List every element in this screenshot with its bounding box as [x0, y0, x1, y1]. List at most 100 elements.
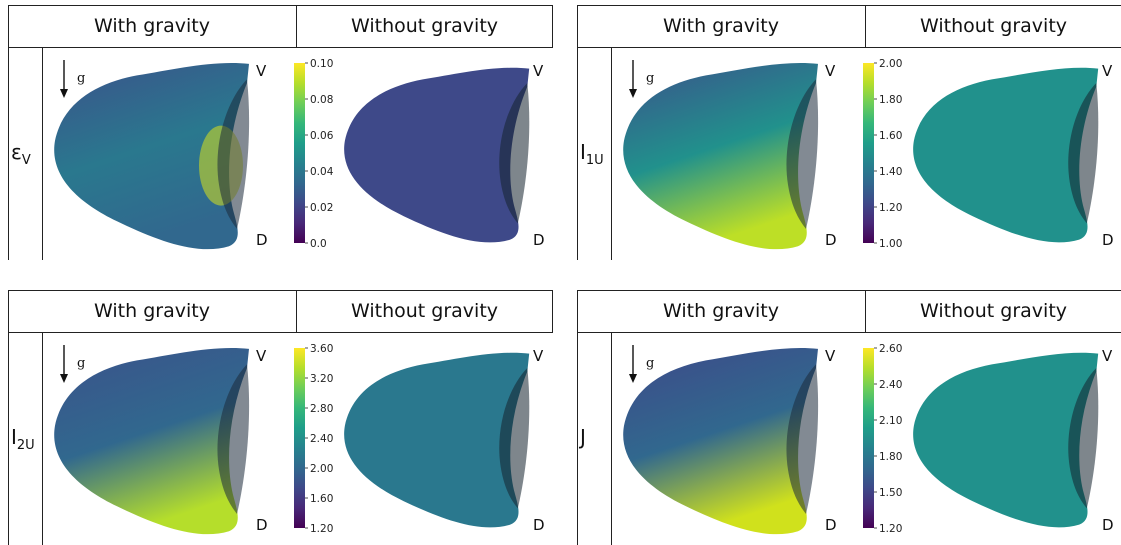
header-column-divider	[865, 290, 866, 332]
dorsal-label-with: D	[256, 231, 268, 249]
panel-graphics: g V D 2.00 1.80 1.60 1.40 1.20 1.00 V D	[623, 58, 1114, 250]
colorbar-tick-label: 1.20	[879, 523, 902, 535]
gravity-arrow-icon	[60, 345, 68, 383]
ventral-label-without: V	[1102, 347, 1113, 365]
header-with-gravity: With gravity	[94, 300, 210, 322]
colorbar-tick-label: 0.0	[310, 238, 327, 250]
row-label-symbol: J	[580, 425, 586, 449]
heart-without-gravity	[344, 67, 530, 243]
header-without-gravity: Without gravity	[919, 15, 1068, 37]
heart-without-gravity	[344, 352, 530, 528]
heart-with-gravity	[623, 347, 819, 535]
heart-without-gravity	[913, 67, 1099, 243]
colorbar-tick-label: 2.60	[879, 343, 902, 355]
header-bottom-rule	[8, 332, 553, 333]
dorsal-label-without: D	[533, 516, 545, 534]
panel-left-border	[577, 290, 578, 545]
panel-graphics: g V D 2.60 2.40 2.10 1.80 1.50 1.20 V D	[623, 343, 1114, 535]
header-bottom-rule	[577, 332, 1121, 333]
gravity-label: g	[646, 71, 654, 86]
dorsal-label-with: D	[825, 516, 837, 534]
colorbar-tick-label: 1.40	[879, 166, 902, 178]
colorbar-tick-label: 2.10	[879, 415, 902, 427]
colorbar-tick-label: 1.80	[879, 94, 902, 106]
header-column-divider	[296, 290, 297, 332]
colorbar-tick-label: 2.40	[310, 433, 333, 445]
heart-with-gravity	[54, 62, 250, 250]
row-label-subscript: 2U	[16, 438, 35, 453]
colorbar-tick-label: 0.02	[310, 202, 333, 214]
row-label-symbol: I	[580, 140, 586, 164]
colorbar-tick-label: 1.80	[879, 451, 902, 463]
gravity-label: g	[646, 356, 654, 371]
panel-graphics: g V D 0.10 0.08 0.06 0.04 0.02 0.0 V D	[54, 58, 545, 250]
header-without-gravity: Without gravity	[919, 300, 1068, 322]
header-top-rule	[8, 290, 553, 291]
row-label: εV	[11, 140, 31, 168]
colorbar-tick-label: 3.60	[310, 343, 333, 355]
colorbar	[863, 63, 874, 243]
ventral-label-with: V	[825, 62, 836, 80]
header-bottom-rule	[577, 47, 1121, 48]
row-label: I1U	[580, 140, 604, 168]
heart-with-gravity	[623, 62, 819, 250]
colorbar-tick-label: 1.50	[879, 487, 902, 499]
heart-without-gravity	[913, 352, 1099, 528]
colorbar-tick-label: 2.00	[879, 58, 902, 70]
ventral-label-without: V	[1102, 62, 1113, 80]
gravity-arrow-icon	[629, 345, 637, 383]
dorsal-label-without: D	[1102, 231, 1114, 249]
colorbar-tick-label: 1.60	[310, 493, 333, 505]
row-label: J	[580, 425, 586, 449]
header-with-gravity: With gravity	[94, 15, 210, 37]
ventral-label-without: V	[533, 62, 544, 80]
panel-left-border	[577, 5, 578, 260]
colorbar	[294, 63, 305, 243]
colorbar-tick-label: 1.00	[879, 238, 902, 250]
colorbar-tick-label: 2.80	[310, 403, 333, 415]
gravity-arrow-icon	[629, 60, 637, 98]
gravity-label: g	[77, 356, 85, 371]
colorbar	[294, 348, 305, 528]
panel-i2u: With gravity Without gravity I2U g V D 3.60 3.2…	[8, 290, 553, 545]
row-label: I2U	[11, 425, 35, 453]
colorbar	[863, 348, 874, 528]
colorbar-tick-label: 2.00	[310, 463, 333, 475]
header-top-rule	[577, 290, 1121, 291]
colorbar-tick-label: 2.40	[879, 379, 902, 391]
panel-left-border	[8, 290, 9, 545]
label-column-divider	[42, 332, 43, 545]
row-label-subscript: 1U	[585, 153, 604, 168]
ventral-label-with: V	[256, 347, 267, 365]
header-right-border	[552, 5, 553, 47]
row-label-subscript: V	[21, 153, 31, 168]
ventral-label-without: V	[533, 347, 544, 365]
header-right-border	[552, 290, 553, 332]
header-without-gravity: Without gravity	[350, 300, 499, 322]
label-column-divider	[611, 47, 612, 260]
dorsal-label-with: D	[256, 516, 268, 534]
gravity-arrow-icon	[60, 60, 68, 98]
dorsal-label-without: D	[1102, 516, 1114, 534]
colorbar-tick-label: 1.20	[310, 523, 333, 535]
colorbar-tick-label: 0.08	[310, 94, 333, 106]
heart-with-gravity	[54, 347, 250, 535]
label-column-divider	[611, 332, 612, 545]
row-label-symbol: I	[11, 425, 17, 449]
ventral-label-with: V	[256, 62, 267, 80]
header-with-gravity: With gravity	[663, 15, 779, 37]
panel-left-border	[8, 5, 9, 260]
panel-i1u: With gravity Without gravity I1U g V D 2.00 1.8…	[577, 5, 1121, 260]
colorbar-tick-label: 3.20	[310, 373, 333, 385]
dorsal-label-with: D	[825, 231, 837, 249]
colorbar-tick-label: 0.06	[310, 130, 334, 142]
dorsal-label-without: D	[533, 231, 545, 249]
gravity-label: g	[77, 71, 85, 86]
header-without-gravity: Without gravity	[350, 15, 499, 37]
colorbar-tick-label: 0.10	[310, 58, 333, 70]
colorbar-tick-label: 1.20	[879, 202, 902, 214]
header-bottom-rule	[8, 47, 553, 48]
row-label-symbol: ε	[11, 140, 22, 164]
header-top-rule	[8, 5, 553, 6]
